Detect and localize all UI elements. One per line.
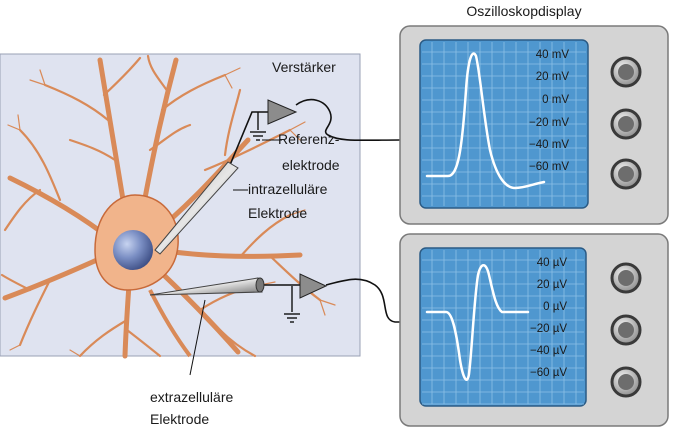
extracellular-spike-trace — [425, 264, 530, 381]
action-potential-trace — [425, 52, 546, 190]
scale-label: −60 µV — [530, 367, 567, 379]
scale-label: −40 µV — [530, 345, 567, 357]
voltage-scale: 40 µV 20 µV 0 µV −20 µV −40 µV −60 µV — [530, 257, 567, 379]
screen-grid — [422, 42, 586, 206]
leader-lines — [189, 139, 282, 376]
extracellular-electrode-label-line1: extrazelluläre — [150, 389, 233, 405]
scale-label: −20 µV — [530, 323, 567, 335]
reference-electrode-label-line2: elektrode — [282, 157, 340, 173]
intracellular-electrode-label-line2: Elektrode — [248, 205, 307, 221]
scale-label: 0 mV — [542, 94, 569, 106]
ground-icon — [284, 286, 300, 323]
title: Oszilloskopdisplay — [466, 3, 581, 19]
wiring — [229, 98, 401, 323]
extracellular-electrode — [149, 277, 265, 296]
neuron-nucleus — [113, 230, 153, 270]
amplifier-icon — [267, 99, 298, 125]
scale-label: −20 mV — [529, 117, 569, 129]
scale-label: 40 µV — [537, 257, 568, 269]
scale-label: 20 µV — [537, 279, 568, 291]
scale-label: −40 mV — [529, 139, 569, 151]
reference-electrode-label-line1: Referenz- — [278, 131, 340, 147]
neuron-soma — [94, 194, 179, 291]
knob-icon[interactable] — [610, 56, 642, 88]
oscilloscope-extracellular: 40 µV 20 µV 0 µV −20 µV −40 µV −60 µV — [399, 233, 669, 427]
extracellular-electrode-label-line2: Elektrode — [150, 411, 209, 427]
axon — [148, 289, 192, 358]
amplifier-label: Verstärker — [272, 59, 336, 75]
scale-label: −60 mV — [529, 161, 569, 173]
screen-grid — [422, 250, 584, 405]
knob-icon[interactable] — [610, 366, 642, 398]
knob-icon[interactable] — [610, 108, 642, 140]
intracellular-electrode — [154, 161, 239, 255]
neuron-panel — [0, 53, 361, 359]
scale-label: 40 mV — [536, 49, 570, 61]
voltage-scale: 40 mV 20 mV 0 mV −20 mV −40 mV −60 mV — [529, 49, 569, 173]
scale-label: 0 µV — [543, 301, 567, 313]
knob-icon[interactable] — [610, 314, 642, 346]
intracellular-electrode-label-line1: intrazelluläre — [248, 181, 328, 197]
ground-icon — [250, 112, 266, 141]
amplifier-icon — [299, 273, 328, 299]
knob-icon[interactable] — [610, 158, 642, 190]
scale-label: 20 mV — [536, 71, 570, 83]
oscilloscope-intracellular: 40 mV 20 mV 0 mV −20 mV −40 mV −60 mV — [399, 25, 669, 225]
knob-icon[interactable] — [610, 262, 642, 294]
